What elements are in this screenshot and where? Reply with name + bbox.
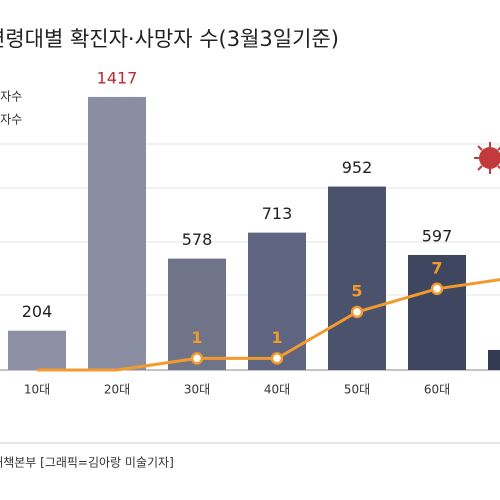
data-label: 952 (342, 158, 373, 177)
chart-title: 연령대별 확진자·사망자 수(3월3일기준) (0, 27, 339, 51)
virus-body (479, 147, 500, 169)
bar (8, 330, 66, 370)
line-label: 7 (431, 258, 442, 277)
line-label: 1 (191, 328, 202, 347)
data-label: 713 (262, 204, 293, 223)
bar (328, 186, 386, 370)
legend-label: 확진자수 (0, 90, 22, 104)
line-marker (430, 282, 444, 296)
data-label: 1417 (97, 68, 138, 87)
line-marker (270, 352, 284, 365)
bar (88, 96, 146, 371)
data-label: 578 (182, 230, 213, 249)
data-label: 597 (422, 226, 453, 245)
line-label: 5 (351, 282, 362, 301)
bar (248, 232, 306, 370)
line-marker (190, 352, 204, 365)
data-label: 204 (22, 302, 53, 321)
x-tick-label: 60대 (424, 383, 450, 397)
x-tick-label: 50대 (344, 383, 370, 397)
x-tick-label: 20대 (104, 383, 130, 397)
bar (408, 254, 466, 370)
bar (488, 349, 500, 370)
source: 중앙방역대책본부 [그래픽=김아랑 미술기자] (0, 455, 174, 470)
x-tick-label: 10대 (24, 383, 50, 397)
line-marker (350, 305, 364, 319)
line-label: 1 (271, 328, 282, 347)
x-tick-label: 40대 (264, 383, 290, 397)
x-tick-label: 30대 (184, 383, 210, 397)
bar (168, 258, 226, 370)
virus-icon (474, 142, 500, 174)
